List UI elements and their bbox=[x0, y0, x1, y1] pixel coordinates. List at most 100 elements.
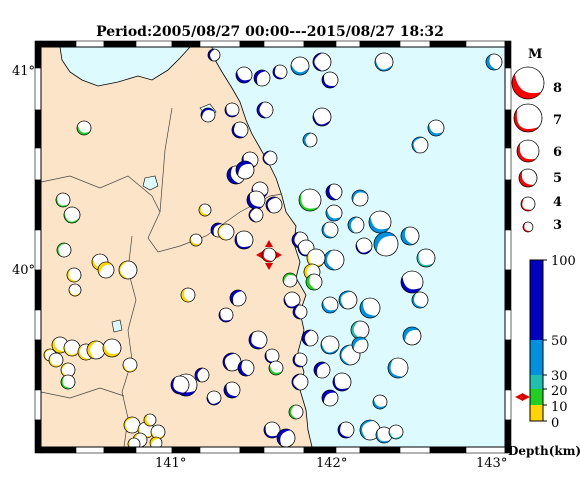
earthquake-mechanism bbox=[387, 357, 409, 379]
earthquake-mechanism bbox=[200, 107, 216, 123]
lon-label-143: 143° bbox=[476, 456, 507, 471]
earthquake-mechanism bbox=[368, 210, 392, 234]
earthquake-mechanism bbox=[337, 421, 355, 439]
earthquake-mechanism bbox=[272, 64, 288, 80]
earthquake-mechanism bbox=[237, 359, 255, 377]
earthquake-mechanism bbox=[301, 329, 319, 347]
earthquake-mechanism bbox=[224, 102, 240, 118]
earthquake-mechanism bbox=[127, 437, 141, 447]
earthquake-mechanism bbox=[292, 304, 308, 320]
earthquake-mechanism bbox=[180, 287, 196, 303]
earthquake-mechanism bbox=[56, 242, 72, 258]
earthquake-mechanism bbox=[298, 188, 322, 212]
earthquake-mechanism bbox=[231, 121, 249, 139]
svg-text:5: 5 bbox=[553, 171, 562, 186]
axis-labels: 41° 40° 141° 142° 143° bbox=[12, 64, 507, 471]
earthquake-mechanism bbox=[268, 360, 284, 376]
mainshock-mechanism bbox=[261, 247, 277, 263]
lon-label-142: 142° bbox=[316, 456, 347, 471]
earthquake-mechanism bbox=[86, 340, 106, 360]
magnitude-legend-symbol bbox=[518, 168, 538, 188]
earthquake-mechanism bbox=[63, 206, 81, 224]
earthquake-mechanism bbox=[123, 416, 141, 434]
earthquake-mechanism bbox=[312, 52, 332, 72]
earthquake-mechanism bbox=[48, 352, 64, 368]
earthquake-mechanism bbox=[207, 48, 221, 62]
svg-text:100: 100 bbox=[551, 254, 576, 269]
magnitude-header: M bbox=[528, 47, 542, 62]
earthquake-mechanism bbox=[60, 374, 76, 390]
earthquake-mechanism bbox=[55, 192, 71, 208]
earthquake-mechanism bbox=[292, 352, 308, 368]
earthquake-layer bbox=[43, 48, 503, 447]
earthquake-mechanism bbox=[372, 394, 388, 410]
earthquake-mechanism bbox=[305, 273, 323, 291]
earthquake-mechanism bbox=[402, 326, 422, 346]
earthquake-mechanism bbox=[263, 421, 281, 439]
earthquake-mechanism bbox=[194, 367, 210, 383]
svg-text:10: 10 bbox=[551, 400, 568, 415]
earthquake-mechanism bbox=[102, 338, 122, 358]
earthquake-mechanism bbox=[248, 207, 264, 223]
earthquake-mechanism bbox=[206, 390, 222, 406]
earthquake-mechanism bbox=[282, 272, 298, 288]
earthquake-mechanism bbox=[265, 196, 283, 214]
earthquake-mechanism bbox=[416, 248, 436, 268]
earthquake-mechanism bbox=[170, 375, 190, 395]
magnitude-legend-symbol bbox=[511, 66, 545, 100]
svg-text:7: 7 bbox=[553, 113, 562, 128]
depth-legend: 100 50 30 20 10 0 Depth(km) bbox=[508, 254, 580, 458]
map-title: Period:2005/08/27 00:00---2015/08/27 18:… bbox=[96, 24, 444, 40]
earthquake-mechanism bbox=[325, 183, 343, 201]
svg-text:8: 8 bbox=[553, 81, 562, 96]
earthquake-mechanism bbox=[63, 339, 81, 357]
svg-text:4: 4 bbox=[553, 195, 562, 210]
earthquake-mechanism bbox=[291, 373, 309, 391]
magnitude-legend-symbol bbox=[513, 103, 543, 133]
earthquake-mechanism bbox=[351, 189, 369, 207]
earthquake-mechanism bbox=[229, 289, 247, 307]
earthquake-mechanism bbox=[122, 357, 138, 373]
earthquake-mechanism bbox=[400, 226, 420, 246]
earthquake-mechanism bbox=[400, 270, 424, 294]
earthquake-mechanism bbox=[351, 336, 369, 354]
earthquake-mechanism bbox=[290, 56, 310, 76]
earthquake-mechanism bbox=[234, 230, 254, 250]
earthquake-mechanism bbox=[350, 320, 370, 340]
earthquake-mechanism bbox=[321, 221, 339, 239]
earthquake-mechanism bbox=[320, 335, 340, 355]
earthquake-mechanism bbox=[256, 101, 274, 119]
earthquake-mechanism bbox=[150, 424, 166, 440]
earthquake-mechanism bbox=[359, 297, 381, 319]
earthquake-mechanism bbox=[347, 216, 365, 234]
magnitude-legend-symbol bbox=[520, 196, 536, 212]
earthquake-mechanism bbox=[223, 381, 241, 399]
earthquake-mechanism bbox=[388, 424, 404, 440]
svg-text:6: 6 bbox=[553, 145, 562, 160]
earthquake-mechanism bbox=[411, 136, 429, 154]
svg-text:30: 30 bbox=[551, 369, 568, 384]
earthquake-mechanism bbox=[338, 290, 358, 310]
earthquake-mechanism bbox=[373, 231, 399, 257]
svg-text:0: 0 bbox=[551, 416, 559, 431]
lat-label-40: 40° bbox=[12, 263, 35, 278]
earthquake-mechanism bbox=[323, 249, 345, 271]
mainshock-marker bbox=[256, 240, 282, 270]
earthquake-mechanism bbox=[198, 203, 212, 217]
depth-unit-label: Depth(km) bbox=[508, 444, 580, 458]
earthquake-mechanism bbox=[325, 204, 343, 222]
earthquake-mechanism bbox=[374, 52, 394, 72]
earthquake-mechanism bbox=[97, 261, 115, 279]
earthquake-mechanism bbox=[302, 132, 318, 148]
earthquake-mechanism bbox=[332, 372, 352, 392]
earthquake-mechanism bbox=[76, 120, 92, 136]
earthquake-mechanism bbox=[276, 428, 296, 447]
earthquake-mechanism bbox=[485, 53, 503, 71]
earthquake-mechanism bbox=[217, 223, 235, 241]
map-frame bbox=[34, 40, 512, 454]
earthquake-mechanism bbox=[288, 404, 304, 420]
earthquake-mechanism bbox=[118, 260, 138, 280]
earthquake-mechanism bbox=[66, 267, 82, 283]
earthquake-mechanism bbox=[355, 237, 373, 255]
